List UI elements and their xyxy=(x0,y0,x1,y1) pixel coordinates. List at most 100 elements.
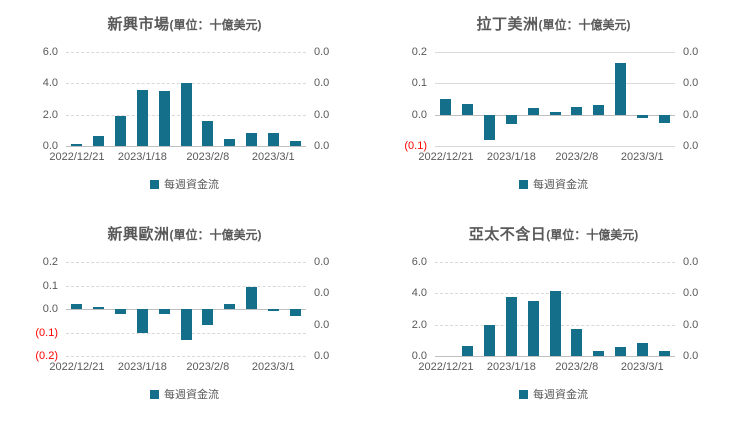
secondary-y-axis-tick-label: 0.0 xyxy=(683,255,699,268)
secondary-y-axis-tick-label: 0.0 xyxy=(683,349,699,362)
secondary-y-axis-tick-label: 0.0 xyxy=(683,139,699,152)
bar xyxy=(571,106,583,115)
bar xyxy=(180,309,192,341)
y-axis-tick-label: 6.0 xyxy=(42,45,58,58)
legend: 每週資金流 xyxy=(369,386,738,402)
x-axis-tick-label: 2022/12/21 xyxy=(418,361,474,373)
chart-title-text: 新興市場 xyxy=(107,16,170,33)
chart-title: 新興歐洲(單位：十億美元) xyxy=(0,223,369,244)
y-axis-tick-label: 0.1 xyxy=(411,77,427,90)
y-axis-tick-label: 6.0 xyxy=(411,255,427,268)
secondary-y-axis-tick-label: 0.0 xyxy=(314,139,330,152)
bar xyxy=(158,91,170,146)
x-axis-tick-label: 2023/2/8 xyxy=(555,361,599,373)
secondary-y-axis-tick-label: 0.0 xyxy=(314,77,330,90)
bar xyxy=(614,62,626,115)
bar xyxy=(462,103,474,115)
x-axis-tick-label: 2022/12/21 xyxy=(49,151,105,163)
secondary-y-axis-tick-label: 0.0 xyxy=(314,349,330,362)
x-axis-tick-label: 2023/3/1 xyxy=(620,361,664,373)
x-axis-labels: 2022/12/21 2023/1/18 2023/2/8 2023/3/1 xyxy=(418,361,675,375)
bar xyxy=(267,309,279,311)
secondary-y-axis-tick-label: 0.0 xyxy=(683,108,699,121)
y-axis-tick-label: 4.0 xyxy=(411,287,427,300)
y-axis-tick-label: 2.0 xyxy=(411,318,427,331)
x-axis-line xyxy=(435,356,675,357)
x-axis-tick-label: 2023/1/18 xyxy=(486,361,536,373)
x-axis-labels: 2022/12/21 2023/1/18 2023/2/8 2023/3/1 xyxy=(49,151,306,165)
x-axis-line xyxy=(435,114,675,116)
x-axis-tick-label: 2023/2/8 xyxy=(555,151,599,163)
bar xyxy=(289,141,301,146)
bar xyxy=(115,116,127,146)
chart-title: 新興市場(單位：十億美元) xyxy=(0,13,369,34)
gridline xyxy=(435,83,675,85)
gridline xyxy=(435,146,675,147)
x-axis-tick-label: 2023/1/18 xyxy=(117,361,167,373)
y-axis-tick-label: (0.2) xyxy=(35,349,58,362)
legend-label: 每週資金流 xyxy=(164,389,219,401)
gridline xyxy=(435,52,675,53)
gridline xyxy=(66,285,306,287)
legend-label: 每週資金流 xyxy=(533,389,588,401)
y-axis-tick-label: (0.1) xyxy=(35,326,58,339)
secondary-y-axis-tick-label: 0.0 xyxy=(314,318,330,331)
legend-marker-icon xyxy=(519,389,528,399)
x-axis-tick-label: 2023/1/18 xyxy=(117,151,167,163)
bar xyxy=(289,309,301,317)
bar xyxy=(245,286,257,309)
legend-marker-icon xyxy=(150,389,159,399)
bar xyxy=(636,342,648,356)
bar xyxy=(180,83,192,146)
plot-area: 0.2 0.1 0.0 (0.1) (0.2) 0.0 0.0 0.0 0.0 xyxy=(35,256,329,362)
legend-marker-icon xyxy=(150,179,159,189)
plot-area: 6.0 4.0 2.0 0.0 0.0 0.0 0.0 0.0 xyxy=(43,46,330,152)
x-axis-tick-label: 2023/3/1 xyxy=(251,151,295,163)
chart-panel-emerging-europe: 新興歐洲(單位：十億美元) 0.2 0.1 0.0 (0.1) (0.2) 0.0 0.0 0… xyxy=(0,210,369,421)
bar xyxy=(202,309,214,326)
secondary-y-axis-tick-label: 0.0 xyxy=(314,255,330,268)
secondary-y-axis-tick-label: 0.0 xyxy=(683,287,699,300)
legend-label: 每週資金流 xyxy=(533,179,588,191)
bar xyxy=(440,99,452,115)
bar xyxy=(93,135,105,146)
bar xyxy=(614,346,626,356)
bar xyxy=(245,132,257,146)
y-axis-tick-label: 0.0 xyxy=(411,108,427,121)
bar xyxy=(462,345,474,356)
secondary-y-axis-tick-label: 0.0 xyxy=(683,45,699,58)
y-axis-tick-label: 0.2 xyxy=(42,255,58,268)
x-axis-labels: 2022/12/21 2023/1/18 2023/2/8 2023/3/1 xyxy=(49,361,306,375)
bar xyxy=(593,105,605,115)
y-axis-tick-label: 0.0 xyxy=(411,349,427,362)
bar xyxy=(658,114,670,124)
x-axis-tick-label: 2022/12/21 xyxy=(49,361,105,373)
chart-title-unit: (單位：十億美元) xyxy=(538,18,631,32)
secondary-y-axis-tick-label: 0.0 xyxy=(683,318,699,331)
bar xyxy=(224,304,236,309)
bar xyxy=(484,324,496,356)
legend-label: 每週資金流 xyxy=(164,179,219,191)
chart-panel-apac-ex-japan: 亞太不含日(單位：十億美元) 6.0 4.0 2.0 0.0 0.0 0.0 0.0 0.0 … xyxy=(369,210,738,421)
chart-title: 亞太不含日(單位：十億美元) xyxy=(369,223,738,244)
bar xyxy=(484,114,496,140)
y-axis-tick-label: 0.1 xyxy=(42,279,58,292)
legend: 每週資金流 xyxy=(0,386,369,402)
x-axis-tick-label: 2022/12/21 xyxy=(418,151,474,163)
chart-title: 拉丁美洲(單位：十億美元) xyxy=(369,13,738,34)
gridline xyxy=(66,52,306,53)
chart-title-unit: (單位：十億美元) xyxy=(169,228,262,242)
y-axis-tick-label: 0.0 xyxy=(42,302,58,315)
chart-title-text: 新興歐洲 xyxy=(107,226,170,243)
secondary-y-axis-tick-label: 0.0 xyxy=(314,108,330,121)
y-axis-tick-label: (0.1) xyxy=(404,139,427,152)
secondary-y-axis-tick-label: 0.0 xyxy=(683,77,699,90)
bar xyxy=(505,297,517,356)
x-axis-tick-label: 2023/3/1 xyxy=(620,151,664,163)
y-axis-tick-label: 4.0 xyxy=(42,77,58,90)
bar xyxy=(93,306,105,309)
chart-title-unit: (單位：十億美元) xyxy=(169,18,262,32)
legend: 每週資金流 xyxy=(369,176,738,192)
gridline xyxy=(66,262,306,263)
